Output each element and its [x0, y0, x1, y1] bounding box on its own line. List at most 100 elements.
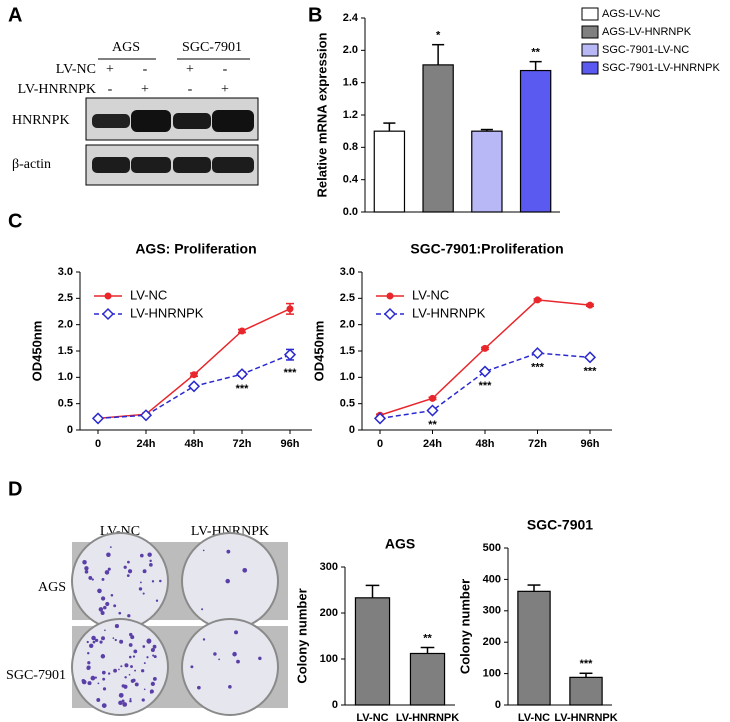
colony-dot	[101, 703, 107, 708]
colony-dot	[234, 630, 239, 635]
legend-marker	[386, 292, 394, 300]
bar	[569, 676, 603, 706]
dish	[181, 618, 279, 716]
panel-label: C	[8, 210, 22, 232]
colony-dot	[143, 688, 146, 691]
point	[426, 404, 439, 417]
colony-dot	[139, 581, 142, 584]
point	[286, 305, 294, 313]
y-tick-label: 0.5	[340, 398, 355, 410]
colony-dot	[142, 645, 146, 648]
western-blot: AGS SGC-7901 LV-NC LV-HNRNPK + - + - - +…	[12, 40, 259, 186]
band-label: HNRNPK	[12, 113, 70, 128]
y-tick-label: 500	[483, 542, 501, 554]
colony-dot	[104, 570, 110, 575]
significance: ***	[580, 658, 594, 670]
significance: ***	[584, 365, 598, 377]
colony-dot	[132, 678, 136, 683]
bar	[354, 597, 391, 706]
colony-photos: LV-NC LV-HNRNPK AGS SGC-7901	[6, 524, 288, 716]
colony-dot	[97, 588, 102, 594]
chart-title: SGC-7901:Proliferation	[410, 241, 563, 257]
legend-label: LV-NC	[130, 287, 167, 302]
colony-row: SGC-7901	[6, 668, 66, 683]
y-tick-label: 2.0	[58, 319, 73, 331]
legend-label: SGC-7901-LV-HNRNPK	[602, 62, 720, 74]
row-label: LV-NC	[56, 62, 96, 77]
y-tick-label: 100	[320, 653, 338, 665]
colony-dot	[159, 579, 162, 583]
colony-dot	[84, 569, 89, 574]
y-axis-label: Colony number	[294, 588, 309, 683]
colony-dot	[119, 639, 124, 644]
y-tick-label: 2.5	[340, 292, 355, 304]
colony-dot	[87, 661, 91, 665]
colony-dot	[110, 593, 114, 597]
colony-dot	[124, 676, 127, 679]
legend-label: LV-HNRNPK	[130, 305, 204, 320]
y-tick-label: 400	[483, 573, 501, 585]
colony-column: LV-HNRNPK	[191, 524, 269, 539]
x-tick-label: LV-NC	[518, 712, 550, 722]
colony-dot	[218, 658, 220, 661]
band	[92, 114, 130, 128]
point	[187, 380, 201, 393]
x-tick-label: 96h	[581, 438, 600, 450]
colony-dot	[143, 662, 146, 665]
colony-dot	[197, 685, 201, 690]
y-tick-label: 3.0	[58, 266, 73, 278]
series-line	[379, 352, 591, 420]
colony-dot	[123, 684, 128, 689]
colony-dot	[103, 605, 107, 610]
colony-dot	[94, 638, 99, 643]
colony-dot	[149, 559, 152, 563]
colony-dot	[140, 553, 144, 558]
y-tick-label: 0.4	[343, 174, 359, 186]
y-tick-label: 200	[483, 636, 501, 648]
colony-dot	[121, 699, 125, 703]
colony-dot	[101, 577, 105, 581]
colony-dot	[232, 651, 237, 657]
colony-dot	[141, 698, 145, 702]
colony-dot	[91, 635, 96, 641]
bar	[373, 130, 406, 213]
y-tick-label: 0.0	[343, 206, 358, 218]
colony-dot	[130, 665, 133, 669]
y-tick-label: 0.8	[343, 141, 358, 153]
legend-label: AGS-LV-NC	[602, 8, 661, 20]
colony-dot	[101, 636, 105, 641]
legend-label: SGC-7901-LV-NC	[602, 44, 689, 56]
y-tick-label: 2.0	[343, 44, 358, 56]
chart-title: SGC-7901	[527, 517, 593, 533]
colony-dot	[146, 638, 152, 644]
band	[212, 157, 254, 173]
colony-dot	[201, 608, 204, 611]
colony-dot	[100, 610, 105, 616]
x-tick-label: 72h	[528, 438, 547, 450]
panel-label: B	[308, 4, 322, 26]
point	[139, 409, 153, 422]
colony-dot	[202, 549, 205, 552]
colony-dot	[124, 663, 129, 668]
colony-dot	[142, 592, 145, 595]
y-tick-label: 0	[67, 424, 73, 436]
y-tick-label: 2.0	[340, 319, 355, 331]
x-tick-label: 24h	[137, 438, 156, 450]
row-label: LV-HNRNPK	[18, 82, 96, 97]
colony-dot	[127, 560, 130, 564]
colony-dot	[123, 565, 127, 569]
colony-dot	[134, 669, 136, 672]
colony-dot	[149, 689, 154, 694]
y-tick-label: 0	[495, 699, 501, 711]
bar	[517, 590, 551, 706]
band	[131, 157, 171, 173]
band-label: β-actin	[12, 157, 51, 172]
blot-group: AGS	[112, 40, 140, 55]
colony-dot	[114, 624, 119, 629]
colony-dot	[101, 670, 106, 675]
colony-dot	[96, 698, 101, 702]
colony-dot	[112, 637, 115, 639]
y-axis-label: Relative mRNA expression	[314, 32, 329, 197]
x-tick-label: 0	[95, 438, 101, 450]
